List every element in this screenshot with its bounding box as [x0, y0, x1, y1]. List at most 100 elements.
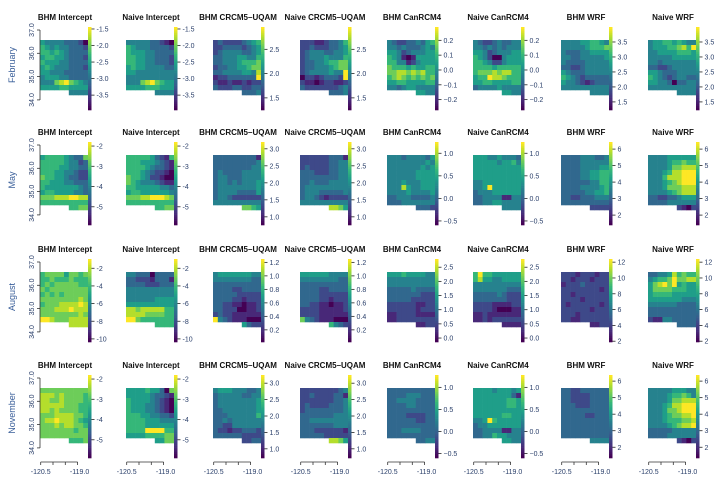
heatmap-cell: [420, 190, 426, 196]
colorbar-segment: [174, 273, 178, 276]
colorbar-segment: [696, 275, 700, 278]
heatmap-cell: [300, 45, 306, 51]
colorbar-segment: [696, 200, 700, 203]
heatmap-cell: [585, 317, 591, 323]
heatmap-cell: [604, 55, 610, 61]
heatmap-cell: [135, 398, 141, 404]
heatmap-cell: [333, 70, 339, 76]
colorbar-tick-label: -6: [183, 301, 189, 308]
heatmap-cell: [64, 70, 70, 76]
heatmap-cell: [309, 70, 315, 76]
heatmap-cell: [482, 65, 488, 71]
colorbar-segment: [521, 27, 525, 30]
panel-title: Naive CanRCM4: [467, 361, 529, 370]
heatmap-cell: [477, 317, 483, 323]
heatmap-cell: [78, 165, 84, 171]
heatmap-cell: [681, 155, 687, 161]
colorbar-segment: [435, 80, 439, 84]
heatmap-cell: [420, 282, 426, 288]
heatmap-cell: [565, 170, 571, 176]
heatmap-cell: [227, 418, 233, 424]
heatmap-cell: [338, 438, 344, 444]
heatmap-cell: [425, 70, 431, 76]
heatmap-cell: [213, 85, 219, 91]
heatmap-cell: [396, 65, 402, 71]
colorbar-segment: [435, 383, 439, 386]
heatmap-cell: [652, 55, 658, 61]
colorbar-segment: [521, 193, 525, 197]
colorbar-segment: [696, 187, 700, 191]
colorbar-segment: [261, 72, 265, 76]
heatmap-cell: [575, 307, 581, 313]
heatmap-cell: [256, 413, 262, 419]
heatmap-cell: [497, 403, 503, 409]
colorbar-segment: [348, 408, 352, 411]
colorbar-segment: [348, 410, 352, 413]
heatmap-cell: [565, 317, 571, 323]
heatmap-cell: [477, 388, 483, 394]
heatmap-cell: [150, 398, 156, 404]
heatmap-cell: [589, 292, 595, 298]
heatmap-cell: [430, 418, 436, 424]
colorbar-segment: [88, 95, 92, 98]
heatmap-cell: [391, 55, 397, 61]
colorbar-segment: [435, 420, 439, 424]
heatmap-cell: [425, 155, 431, 161]
heatmap-cell: [594, 408, 600, 414]
heatmap-cell: [570, 413, 576, 419]
heatmap-cell: [501, 160, 507, 166]
heatmap-cell: [585, 403, 591, 409]
heatmap-cell: [430, 165, 436, 171]
heatmap-cell: [477, 413, 483, 419]
colorbar-segment: [174, 408, 178, 411]
heatmap-cell: [599, 190, 605, 196]
heatmap-cell: [126, 433, 132, 439]
heatmap-cell: [387, 317, 393, 323]
heatmap-cell: [309, 170, 315, 176]
heatmap-cell: [686, 65, 692, 71]
heatmap-cell: [604, 413, 610, 419]
heatmap-cell: [506, 277, 512, 283]
colorbar-segment: [521, 375, 525, 378]
heatmap-cell: [430, 70, 436, 76]
colorbar-segment: [609, 181, 613, 184]
heatmap-cell: [256, 277, 262, 283]
heatmap-cell: [343, 317, 349, 323]
colorbar-tick-label: 6: [618, 379, 622, 386]
colorbar-segment: [348, 160, 352, 164]
heatmap-cell: [78, 403, 84, 409]
heatmap-cell: [169, 418, 175, 424]
heatmap-cell: [246, 70, 252, 76]
heatmap-cell: [667, 180, 673, 186]
heatmap-cell: [126, 45, 132, 51]
heatmap-cell: [241, 40, 247, 46]
colorbar-segment: [435, 195, 439, 199]
colorbar-segment: [609, 393, 613, 397]
heatmap-cell: [256, 388, 262, 394]
heatmap-cell: [516, 85, 522, 91]
heatmap-cell: [154, 272, 160, 278]
panel-title: BHM WRF: [567, 245, 606, 254]
colorbar-segment: [609, 339, 613, 343]
heatmap-cell: [169, 428, 175, 434]
colorbar-segment: [696, 168, 700, 172]
heatmap-cell: [126, 312, 132, 318]
heatmap-cell: [492, 65, 498, 71]
heatmap-cell: [516, 322, 522, 328]
heatmap-cell: [237, 398, 243, 404]
heatmap-cell: [54, 312, 60, 318]
heatmap-cell: [667, 393, 673, 399]
heatmap-cell: [246, 408, 252, 414]
colorbar-segment: [609, 379, 613, 382]
colorbar-segment: [348, 150, 352, 153]
heatmap-cell: [159, 45, 165, 51]
heatmap-cell: [506, 75, 512, 81]
heatmap-cell: [648, 393, 654, 399]
heatmap-cell: [83, 205, 89, 211]
heatmap-cell: [78, 190, 84, 196]
colorbar-segment: [88, 408, 92, 411]
heatmap-cell: [580, 418, 586, 424]
colorbar-tick-label: 0.2: [270, 327, 280, 334]
colorbar-segment: [435, 214, 439, 217]
colorbar-tick-label: -2.0: [97, 43, 109, 50]
